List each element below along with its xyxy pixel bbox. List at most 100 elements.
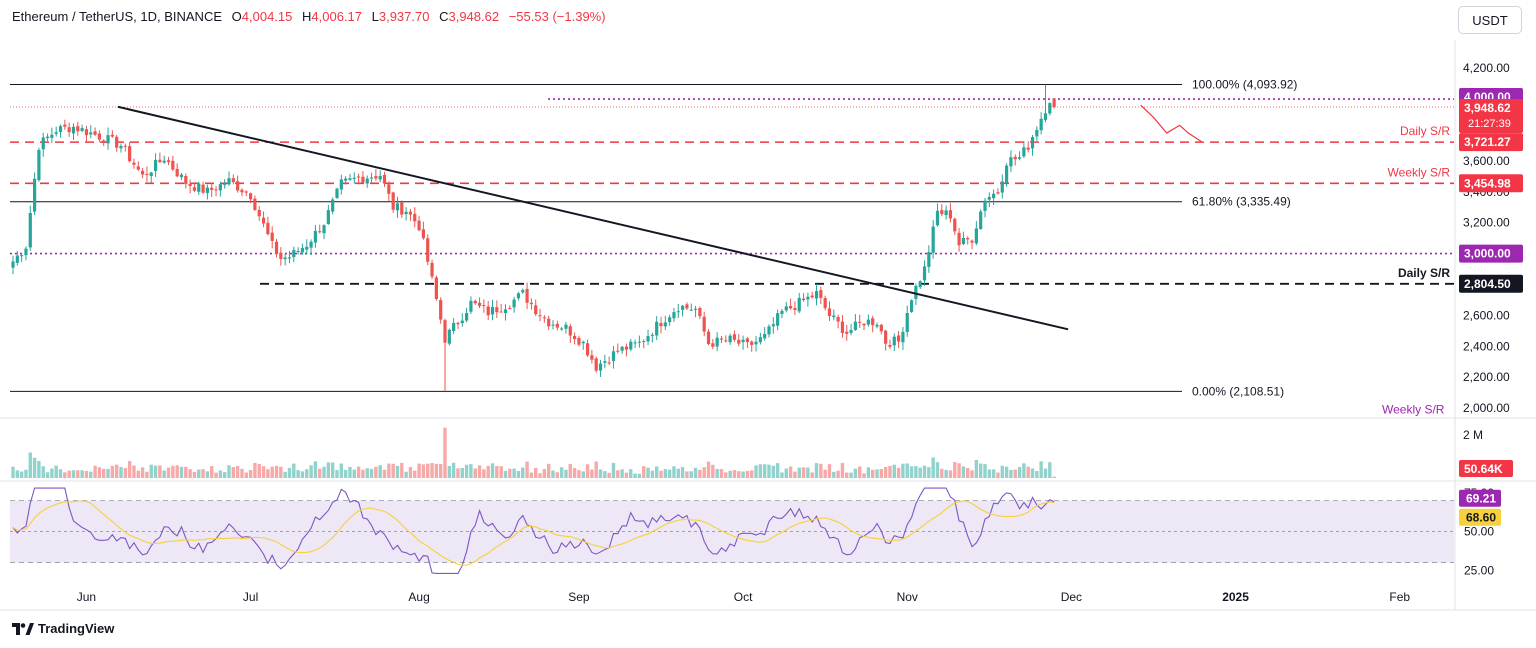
candle-body (581, 341, 585, 344)
candle-body (249, 193, 253, 200)
open-value: 4,004.15 (241, 9, 293, 24)
candle-body (650, 334, 654, 336)
volume-bar (309, 465, 313, 478)
candle-body (374, 176, 378, 179)
volume-bar (914, 466, 918, 478)
candle-body (616, 350, 620, 352)
volume-bar (680, 467, 685, 478)
volume-bar (266, 469, 270, 478)
level-price-badge-bg (1459, 274, 1523, 293)
candle-body (823, 298, 827, 309)
candle-body (1005, 165, 1009, 183)
volume-bar (287, 467, 292, 478)
candle-body (577, 337, 581, 345)
volume-bar (244, 472, 248, 478)
volume-bar (391, 463, 395, 478)
candle-body (568, 326, 572, 336)
symbol-title: Ethereum / TetherUS, 1D, BINANCE (12, 9, 223, 24)
candle-body (724, 340, 728, 342)
volume-bar (102, 468, 106, 478)
candle-body (15, 255, 19, 263)
volume-bar (253, 462, 257, 478)
candle-body (313, 230, 317, 243)
candle-body (439, 300, 443, 320)
candle-body (871, 318, 875, 326)
volume-bar (879, 469, 884, 478)
volume-bar (188, 469, 192, 478)
change-value: −55.53 (−1.39%) (508, 9, 606, 24)
candle-body (719, 338, 724, 340)
tradingview-brand[interactable]: TradingView (12, 621, 114, 636)
candle-body (555, 323, 559, 328)
candle-body (266, 222, 270, 235)
volume-bar (417, 463, 421, 478)
candle-body (521, 290, 525, 293)
volume-bar (870, 469, 875, 478)
volume-bar (508, 468, 512, 478)
volume-bar (292, 463, 296, 478)
sr-level-label: Weekly S/R (1388, 165, 1451, 179)
candle-body (499, 311, 503, 313)
candle-body (361, 176, 365, 183)
volume-bar (434, 463, 439, 478)
candle-body (490, 306, 495, 315)
fib-label: 0.00% (2,108.51) (1192, 384, 1284, 398)
candle-body (283, 257, 287, 260)
volume-bar (222, 472, 227, 478)
candle-body (486, 306, 490, 316)
candle-body (1026, 147, 1030, 150)
volume-bar (45, 472, 50, 478)
volume-bar (607, 472, 611, 478)
volume-bar (279, 466, 283, 478)
volume-bar (313, 461, 318, 478)
candle-body (884, 330, 888, 344)
volume-bar (948, 470, 953, 478)
volume-bar (218, 470, 223, 478)
volume-bar (534, 467, 538, 478)
candle-body (102, 140, 106, 143)
candle-body (495, 307, 499, 313)
candle-body (931, 226, 935, 253)
volume-bar (650, 470, 655, 478)
candle-body (378, 175, 382, 180)
candle-body (365, 178, 369, 184)
rsi-ma-badge-bg (1459, 508, 1501, 526)
candle-body (33, 178, 37, 212)
candle-body (28, 212, 32, 248)
date-tick-label: 2025 (1222, 590, 1249, 604)
price-tick-label: 2,000.00 (1463, 401, 1510, 415)
candle-body (676, 311, 680, 313)
candles-group (11, 84, 1056, 392)
volume-bar (356, 466, 361, 478)
volume-bar (486, 465, 490, 478)
volume-bar (771, 465, 776, 478)
weekly-sr-annotation: Weekly S/R (1382, 403, 1445, 417)
volume-bar (80, 470, 84, 478)
date-tick-label: Dec (1061, 590, 1082, 604)
volume-bar (987, 469, 992, 478)
volume-bar (1043, 468, 1048, 478)
volume-bar (538, 473, 542, 478)
volume-bar (110, 465, 115, 478)
volume-bar (1030, 468, 1035, 478)
candle-body (214, 189, 218, 191)
volume-bar (361, 469, 365, 478)
volume-bar (616, 470, 620, 478)
candle-body (50, 134, 54, 138)
volume-bar (300, 471, 305, 478)
volume-bar (413, 470, 417, 478)
volume-bar (892, 464, 896, 478)
volume-bar (421, 464, 426, 478)
volume-bar (516, 471, 521, 478)
date-tick-label: Feb (1389, 590, 1410, 604)
candle-body (153, 159, 158, 171)
candle-body (391, 192, 395, 210)
volume-bar (654, 466, 659, 478)
level-price-badge: 3,454.98 (1464, 176, 1511, 190)
currency-button[interactable]: USDT (1458, 6, 1522, 34)
volume-bar (352, 469, 356, 478)
volume-bar (667, 469, 672, 478)
candle-body (326, 210, 330, 225)
volume-bar (624, 472, 629, 478)
